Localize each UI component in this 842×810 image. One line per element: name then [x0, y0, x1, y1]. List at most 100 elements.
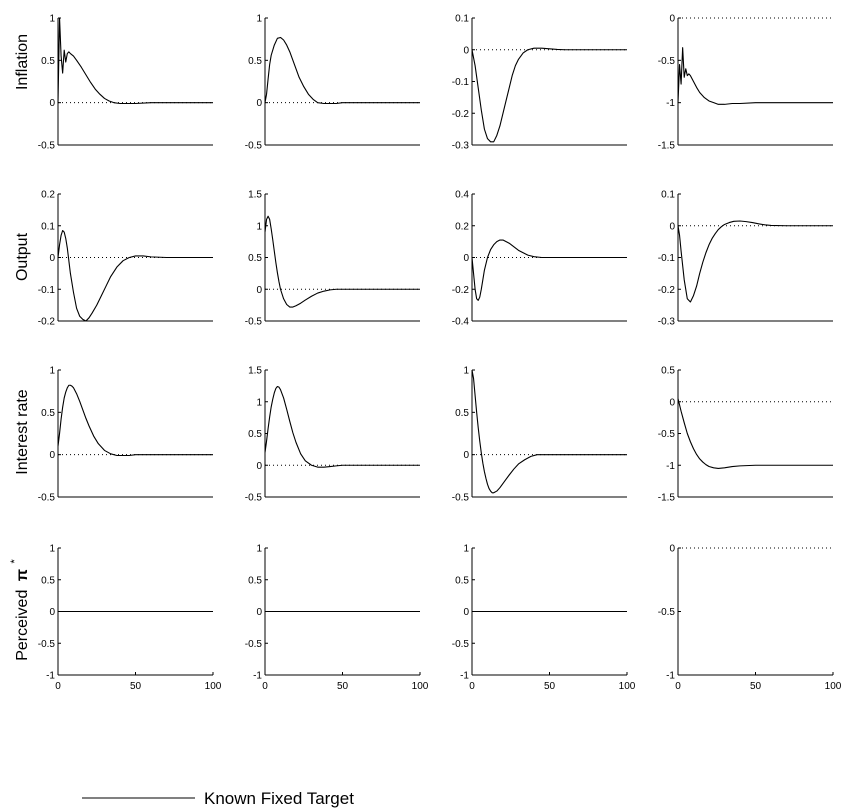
y-tick-label-r1c1-1: 0 — [256, 285, 262, 296]
y-tick-label-r1c3-0: -0.3 — [658, 317, 676, 328]
y-tick-label-r0c2-1: -0.2 — [452, 109, 470, 120]
y-tick-label-r3c0-3: 0.5 — [41, 575, 55, 586]
y-tick-label-r2c3-0: -1.5 — [658, 493, 676, 504]
x-tick-label-r3c0-2: 100 — [205, 681, 222, 692]
y-tick-label-r2c1-1: 0 — [256, 461, 262, 472]
y-tick-label-r3c0-2: 0 — [49, 607, 55, 618]
y-tick-label-r1c1-3: 1 — [256, 221, 262, 232]
y-tick-label-r2c1-3: 1 — [256, 397, 262, 408]
y-tick-label-r0c3-0: -1.5 — [658, 141, 676, 152]
y-tick-label-r0c1-1: 0 — [256, 98, 262, 109]
panel-r1c3: -0.3 -0.2 -0.1 0 0.1 — [658, 190, 833, 328]
y-tick-label-r1c2-3: 0.2 — [455, 221, 469, 232]
panel-r3c1: -1 -0.5 0 0.5 1 0 50 100 — [245, 544, 429, 693]
y-tick-label-r1c3-2: -0.1 — [658, 253, 676, 264]
y-tick-label-r2c0-1: 0 — [49, 450, 55, 461]
y-tick-label-r1c0-3: 0.1 — [41, 221, 55, 232]
y-tick-label-r2c0-2: 0.5 — [41, 408, 55, 419]
row-label-pi-symbol: π — [14, 569, 31, 581]
y-tick-label-r1c0-2: 0 — [49, 253, 55, 264]
y-tick-label-r2c0-0: -0.5 — [38, 493, 56, 504]
y-tick-label-r3c1-0: -1 — [253, 671, 262, 682]
x-tick-label-r3c0-1: 50 — [130, 681, 142, 692]
y-tick-label-r3c2-3: 0.5 — [455, 575, 469, 586]
y-tick-label-r0c3-3: 0 — [669, 14, 675, 25]
panel-r1c0: -0.2 -0.1 0 0.1 0.2 — [38, 190, 213, 328]
y-tick-label-r2c3-2: -0.5 — [658, 429, 676, 440]
y-tick-label-r3c2-0: -1 — [460, 671, 469, 682]
series-line-r2c1-0 — [264, 385, 420, 468]
series-line-r1c2-0 — [471, 239, 627, 301]
y-tick-label-r0c1-0: -0.5 — [245, 141, 263, 152]
panel-r2c0: -0.5 0 0.5 1 — [38, 366, 213, 504]
row-label-output: Output — [14, 232, 31, 281]
x-tick-label-r3c1-1: 50 — [337, 681, 349, 692]
y-tick-label-r1c0-0: -0.2 — [38, 317, 56, 328]
panel-r0c3: -1.5 -1 -0.5 0 — [658, 14, 833, 152]
series-line-r0c2-0 — [471, 47, 627, 143]
y-tick-label-r2c2-2: 0.5 — [455, 408, 469, 419]
x-tick-label-r3c3-2: 100 — [825, 681, 842, 692]
y-tick-label-r1c3-1: -0.2 — [658, 285, 676, 296]
y-tick-label-r0c0-1: 0 — [49, 98, 55, 109]
row-label-star: * — [9, 558, 21, 563]
y-tick-label-r0c3-1: -1 — [666, 98, 675, 109]
y-tick-label-r0c1-3: 1 — [256, 14, 262, 25]
series-line-r2c0-0 — [57, 384, 213, 457]
y-tick-label-r1c2-0: -0.4 — [452, 317, 470, 328]
y-tick-label-r0c2-3: 0 — [463, 45, 469, 56]
y-tick-label-r2c1-0: -0.5 — [245, 493, 263, 504]
series-line-r1c3-0 — [677, 220, 833, 303]
panel-r3c3: -1 -0.5 0 0 50 100 — [658, 544, 842, 693]
y-tick-label-r3c3-0: -1 — [666, 671, 675, 682]
y-tick-label-r1c2-2: 0 — [463, 253, 469, 264]
x-tick-label-r3c1-0: 0 — [262, 681, 268, 692]
x-tick-label-r3c2-2: 100 — [619, 681, 636, 692]
y-tick-label-r3c2-1: -0.5 — [452, 639, 470, 650]
y-tick-label-r1c0-1: -0.1 — [38, 285, 56, 296]
x-tick-label-r3c1-2: 100 — [412, 681, 429, 692]
series-line-r2c2-0 — [471, 369, 627, 494]
x-tick-label-r3c3-0: 0 — [675, 681, 681, 692]
y-tick-label-r3c1-3: 0.5 — [248, 575, 262, 586]
panel-r0c0: -0.5 0 0.5 1 — [38, 14, 213, 152]
series-line-r1c1-0 — [264, 215, 420, 308]
y-tick-label-r2c1-2: 0.5 — [248, 429, 262, 440]
y-tick-label-r1c0-4: 0.2 — [41, 190, 55, 201]
y-tick-label-r1c3-3: 0 — [669, 221, 675, 232]
series-line-r0c3-0 — [677, 47, 833, 105]
row-labels: Inflation Output Interest rate Perceived… — [9, 34, 31, 661]
panel-r1c1: -0.5 0 0.5 1 1.5 — [245, 190, 420, 328]
panel-r2c2: -0.5 0 0.5 1 — [452, 366, 627, 504]
y-tick-label-r3c1-2: 0 — [256, 607, 262, 618]
panel-r0c1: -0.5 0 0.5 1 — [245, 14, 420, 152]
x-tick-label-r3c3-1: 50 — [750, 681, 762, 692]
x-tick-label-r3c0-0: 0 — [55, 681, 61, 692]
y-tick-label-r0c2-0: -0.3 — [452, 141, 470, 152]
row-label-perceived-text: Perceived π * — [9, 558, 31, 660]
y-tick-label-r3c1-4: 1 — [256, 544, 262, 555]
y-tick-label-r0c0-2: 0.5 — [41, 56, 55, 67]
y-tick-label-r1c1-0: -0.5 — [245, 317, 263, 328]
y-tick-label-r2c2-1: 0 — [463, 450, 469, 461]
y-tick-label-r3c0-1: -0.5 — [38, 639, 56, 650]
y-tick-label-r3c3-1: -0.5 — [658, 607, 676, 618]
y-tick-label-r2c3-1: -1 — [666, 461, 675, 472]
y-tick-label-r0c2-2: -0.1 — [452, 77, 470, 88]
panel-r2c3: -1.5 -1 -0.5 0 0.5 — [658, 366, 833, 504]
y-tick-label-r0c3-2: -0.5 — [658, 56, 676, 67]
legend-label: Known Fixed Target — [204, 789, 354, 808]
y-tick-label-r2c1-4: 1.5 — [248, 366, 262, 377]
y-tick-label-r2c3-4: 0.5 — [661, 366, 675, 377]
y-tick-label-r3c0-0: -1 — [46, 671, 55, 682]
y-tick-label-r0c0-0: -0.5 — [38, 141, 56, 152]
y-tick-label-r1c2-1: -0.2 — [452, 285, 470, 296]
y-tick-label-r3c3-2: 0 — [669, 544, 675, 555]
y-tick-label-r3c1-1: -0.5 — [245, 639, 263, 650]
legend: Known Fixed Target — [82, 789, 354, 808]
y-tick-label-r0c0-3: 1 — [49, 14, 55, 25]
y-tick-label-r2c2-3: 1 — [463, 366, 469, 377]
panel-r3c2: -1 -0.5 0 0.5 1 0 50 100 — [452, 544, 636, 693]
x-tick-label-r3c2-0: 0 — [469, 681, 475, 692]
panel-r0c2: -0.3 -0.2 -0.1 0 0.1 — [452, 14, 627, 152]
